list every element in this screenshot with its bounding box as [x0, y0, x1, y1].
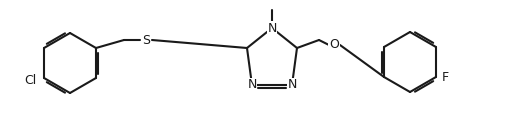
Text: N: N [267, 21, 277, 35]
Text: N: N [287, 78, 297, 91]
Text: F: F [442, 70, 449, 83]
Text: Cl: Cl [24, 75, 36, 88]
Text: S: S [142, 34, 150, 46]
Text: O: O [329, 38, 339, 52]
Text: N: N [247, 78, 257, 91]
